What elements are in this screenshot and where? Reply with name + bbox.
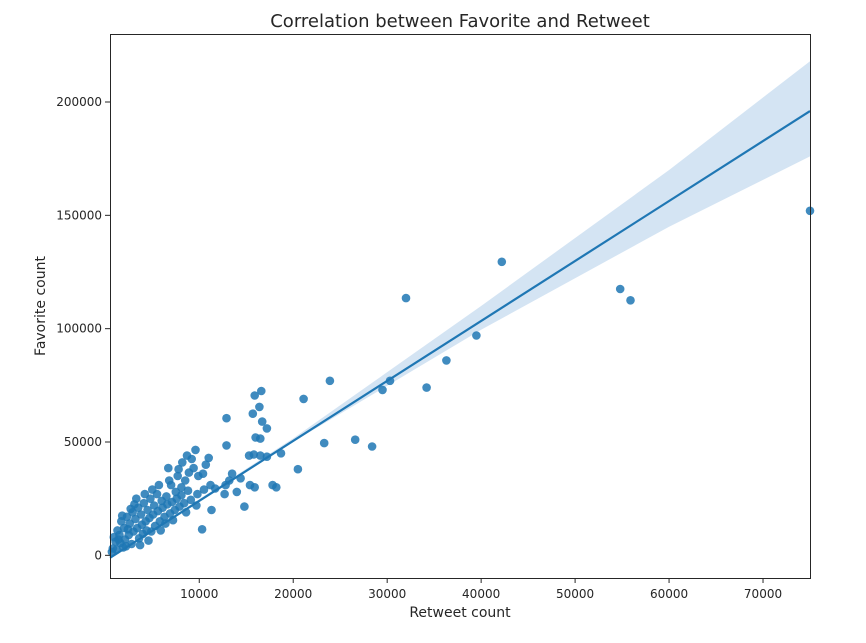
y-tick-label: 100000	[56, 322, 102, 336]
data-point	[350, 435, 360, 445]
data-point	[193, 489, 202, 499]
data-point	[179, 498, 189, 508]
data-point	[293, 464, 303, 474]
data-point	[201, 460, 211, 470]
data-point	[227, 469, 237, 479]
data-point	[123, 525, 133, 534]
data-point	[255, 451, 265, 460]
data-point	[255, 434, 265, 443]
data-point	[272, 483, 281, 492]
data-point	[197, 525, 207, 534]
data-point	[232, 487, 242, 497]
data-point	[184, 468, 194, 477]
data-point	[173, 471, 182, 481]
data-point	[240, 502, 249, 511]
data-point	[319, 438, 329, 448]
data-point	[367, 442, 377, 451]
data-point	[177, 491, 186, 500]
data-point	[626, 296, 635, 305]
data-point	[144, 536, 153, 545]
data-point	[135, 540, 145, 550]
data-point	[257, 417, 267, 426]
data-point	[325, 376, 335, 386]
data-point	[182, 451, 192, 460]
x-tick-label: 60000	[650, 587, 688, 601]
x-axis-ticks: 10000 20000 30000 40000 50000 60000 70000	[180, 578, 782, 601]
data-point	[222, 413, 231, 423]
data-point	[154, 480, 164, 490]
data-point	[255, 402, 264, 412]
data-point	[422, 383, 431, 392]
y-tick-label: 50000	[64, 435, 102, 449]
data-point	[472, 331, 481, 340]
data-point	[207, 505, 216, 515]
data-point	[378, 385, 387, 395]
data-point	[164, 463, 173, 473]
data-point	[186, 495, 196, 505]
data-point	[248, 409, 258, 419]
data-point	[615, 284, 625, 294]
data-point	[130, 500, 139, 509]
data-point	[178, 458, 187, 467]
x-axis-title: Retweet count	[409, 605, 511, 621]
data-point	[222, 441, 231, 450]
data-point	[199, 485, 209, 494]
chart-title: Correlation between Favorite and Retweet	[270, 11, 650, 32]
data-point	[194, 471, 203, 481]
x-tick-label: 50000	[556, 587, 594, 601]
data-point	[244, 451, 254, 460]
x-tick-label: 10000	[180, 587, 218, 601]
data-point	[442, 356, 451, 365]
data-point	[257, 386, 266, 396]
x-tick-label: 70000	[744, 587, 782, 601]
data-point	[140, 489, 150, 499]
x-tick-label: 40000	[462, 587, 500, 601]
y-tick-label: 0	[94, 548, 102, 562]
data-point	[401, 293, 411, 303]
data-point	[113, 526, 122, 535]
data-point	[148, 485, 157, 494]
data-point	[156, 526, 165, 535]
y-tick-label: 200000	[56, 95, 102, 109]
regression-line	[109, 110, 811, 559]
data-point	[220, 489, 229, 499]
data-point	[191, 445, 200, 455]
data-point	[245, 480, 255, 490]
data-point	[299, 394, 308, 404]
data-point	[114, 535, 123, 544]
data-point	[174, 464, 183, 474]
data-point	[180, 476, 190, 485]
y-tick-label: 150000	[56, 208, 102, 222]
data-point	[250, 391, 259, 400]
data-point	[497, 257, 507, 267]
plot-frame	[110, 34, 811, 579]
data-point	[210, 484, 220, 493]
data-point	[204, 453, 213, 463]
data-point	[164, 476, 174, 485]
y-axis-title: Favorite count	[33, 256, 49, 356]
data-point	[117, 511, 127, 520]
points-layer	[107, 206, 815, 557]
data-point	[183, 486, 193, 496]
x-tick-label: 20000	[274, 587, 312, 601]
data-point	[262, 424, 272, 433]
x-tick-label: 30000	[368, 587, 406, 601]
y-axis-ticks: 0 50000 100000 150000 200000	[56, 95, 110, 562]
regression-line-layer	[109, 110, 811, 559]
